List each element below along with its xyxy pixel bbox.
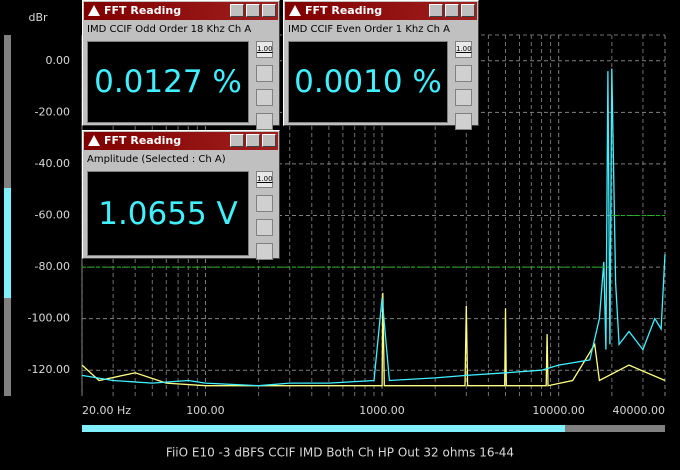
minimize-button[interactable] xyxy=(230,134,244,147)
window-title: FFT Reading xyxy=(104,4,182,17)
level-bar-fill xyxy=(4,188,11,298)
window-buttons xyxy=(230,4,276,17)
x-tick-label: 1000.00 xyxy=(359,404,405,417)
y-tick-label: -80.00 xyxy=(35,260,70,273)
close-button[interactable] xyxy=(461,4,475,17)
table-button[interactable] xyxy=(256,219,273,236)
close-button[interactable] xyxy=(262,134,276,147)
x-tick-label: 40000.00 xyxy=(613,404,666,417)
x-tick-label: 20.00 Hz xyxy=(82,404,131,417)
step-button[interactable] xyxy=(455,113,472,130)
x-tick-label: 10000.00 xyxy=(532,404,585,417)
table-button[interactable] xyxy=(256,89,273,106)
spectrum-line xyxy=(81,292,666,387)
maximize-button[interactable] xyxy=(246,4,260,17)
step-button[interactable] xyxy=(256,113,273,130)
x-tick-label: 100.00 xyxy=(186,404,225,417)
title-bar: FFT Reading xyxy=(84,132,278,150)
toolbar: 1.00 xyxy=(256,171,273,260)
scrollbar-thumb[interactable] xyxy=(82,425,565,432)
toolbar: 1.00 xyxy=(455,41,472,130)
toolbar: 1.00 xyxy=(256,41,273,130)
window-title: FFT Reading xyxy=(104,134,182,147)
y-axis-label: dBr xyxy=(28,11,48,24)
fft-window: FFT Reading Amplitude (Selected : Ch A) 1.… xyxy=(82,130,280,260)
settings-button[interactable] xyxy=(256,65,273,82)
maximize-button[interactable] xyxy=(246,134,260,147)
step-button[interactable] xyxy=(256,243,273,260)
format-button[interactable]: 1.00 xyxy=(455,41,472,58)
close-button[interactable] xyxy=(262,4,276,17)
reading-display: 0.0010 % xyxy=(288,41,448,123)
settings-button[interactable] xyxy=(455,65,472,82)
fft-window: FFT Reading IMD CCIF Even Order 1 Khz Ch … xyxy=(283,0,479,130)
format-button[interactable]: 1.00 xyxy=(256,41,273,58)
window-icon xyxy=(289,5,301,16)
minimize-button[interactable] xyxy=(230,4,244,17)
reading-label: IMD CCIF Odd Order 18 Khz Ch A xyxy=(87,24,252,35)
fft-window: FFT Reading IMD CCIF Odd Order 18 Khz Ch … xyxy=(82,0,280,130)
maximize-button[interactable] xyxy=(445,4,459,17)
reading-label: Amplitude (Selected : Ch A) xyxy=(87,154,226,165)
y-tick-label: -20.00 xyxy=(35,105,70,118)
y-tick-label: -60.00 xyxy=(35,209,70,222)
window-title: FFT Reading xyxy=(305,4,383,17)
minimize-button[interactable] xyxy=(429,4,443,17)
reading-label: IMD CCIF Even Order 1 Khz Ch A xyxy=(288,24,451,35)
window-icon xyxy=(88,135,100,146)
window-buttons xyxy=(230,134,276,147)
y-tick-label: -120.00 xyxy=(28,363,70,376)
reading-display: 0.0127 % xyxy=(87,41,249,123)
table-button[interactable] xyxy=(455,89,472,106)
y-tick-label: -100.00 xyxy=(28,312,70,325)
window-buttons xyxy=(429,4,475,17)
format-button[interactable]: 1.00 xyxy=(256,171,273,188)
window-icon xyxy=(88,5,100,16)
reading-display: 1.0655 V xyxy=(87,171,249,256)
y-tick-label: -40.00 xyxy=(35,157,70,170)
spectrum-line xyxy=(81,68,666,387)
chart-title: FiiO E10 -3 dBFS CCIF IMD Both Ch HP Out… xyxy=(166,446,514,460)
title-bar: FFT Reading xyxy=(285,2,477,20)
settings-button[interactable] xyxy=(256,195,273,212)
y-tick-label: 0.00 xyxy=(46,54,71,67)
title-bar: FFT Reading xyxy=(84,2,278,20)
